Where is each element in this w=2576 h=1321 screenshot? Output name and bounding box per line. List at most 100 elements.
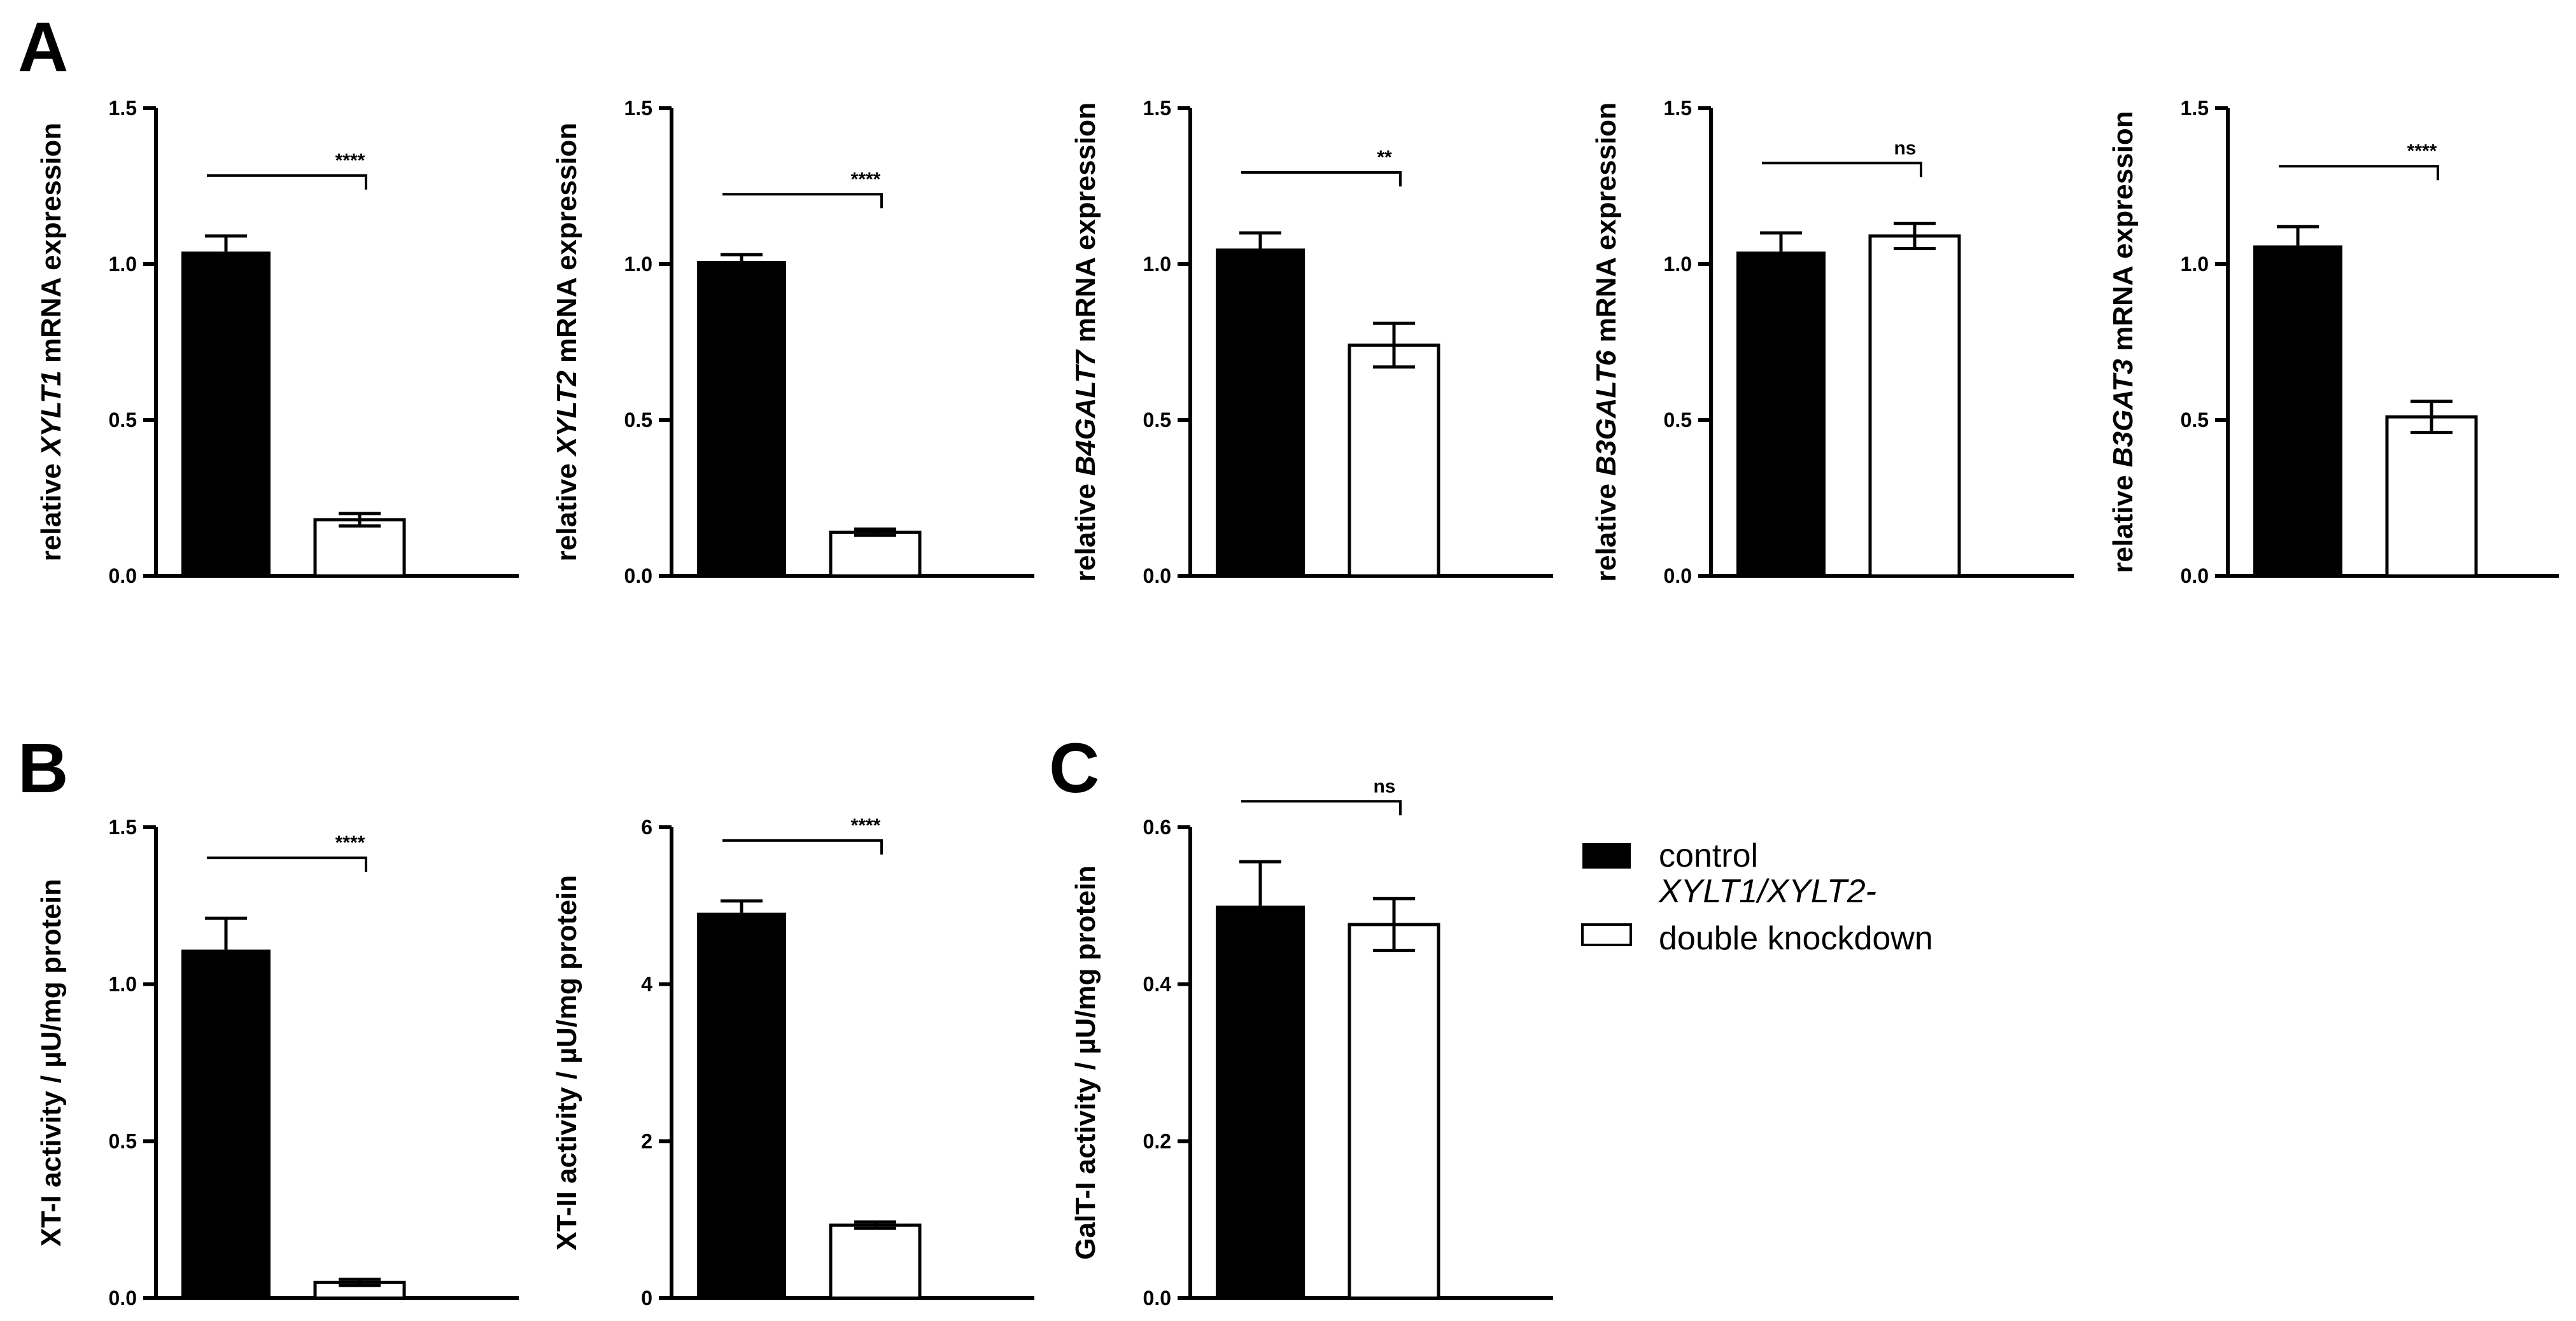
significance-bracket xyxy=(2279,165,2439,181)
error-bar-control xyxy=(205,234,247,252)
legend-swatch-knockdown xyxy=(1581,923,1632,946)
bar-knockdown xyxy=(1348,923,1440,1300)
y-tick-label: 2 xyxy=(641,1129,652,1152)
y-tick-label: 0.0 xyxy=(1664,564,1692,587)
y-tick-label: 1.5 xyxy=(109,97,137,120)
y-tick-label: 4 xyxy=(641,973,652,996)
chart-8: C 0.0 0.2 0.4 0.6 GalT-I activity / µU/mg pro… xyxy=(1049,729,1553,1310)
error-bar-knockdown xyxy=(339,512,381,528)
error-bar-knockdown xyxy=(339,1277,381,1287)
error-bar-knockdown xyxy=(1373,897,1415,953)
y-axis-label: relative B3GALT6 mRNA expression xyxy=(1591,102,1622,582)
bar-knockdown xyxy=(829,1223,922,1300)
bar-control xyxy=(1736,251,1826,576)
y-tick-label: 0.0 xyxy=(1143,1287,1171,1310)
significance-bracket xyxy=(207,856,367,872)
y-tick-label: 0.0 xyxy=(2181,564,2209,587)
bar-control xyxy=(697,912,786,1298)
bar-control xyxy=(181,251,271,576)
error-bar-knockdown xyxy=(2411,400,2453,435)
error-bar-control xyxy=(721,253,763,262)
error-bar-knockdown xyxy=(854,528,896,537)
legend: control XYLT1/XYLT2- double knockdown xyxy=(1581,837,1933,957)
y-axis-label: XT-II activity / µU/mg protein xyxy=(551,875,582,1250)
significance-bracket xyxy=(722,839,883,855)
significance-label: **** xyxy=(851,169,881,190)
y-tick-label: 0.0 xyxy=(109,1287,137,1310)
y-tick-label: 0.5 xyxy=(2181,409,2209,431)
legend-swatch-control xyxy=(1582,843,1631,869)
panel-letter: C xyxy=(1049,729,1099,807)
error-bar-control xyxy=(1239,860,1281,906)
significance-bracket xyxy=(722,193,883,209)
panel-letter: B xyxy=(18,729,68,807)
y-tick-label: 1.0 xyxy=(2181,253,2209,276)
error-bar-control xyxy=(205,916,247,950)
y-axis-label: GalT-I activity / µU/mg protein xyxy=(1070,865,1101,1259)
chart-3: 0.0 0.5 1.0 1.5 relative B4GALT7 mRNA expres… xyxy=(1070,97,1553,587)
significance-label: ns xyxy=(1373,776,1395,797)
significance-label: **** xyxy=(2407,141,2437,162)
error-bar-knockdown xyxy=(854,1220,896,1230)
significance-bracket xyxy=(1241,171,1402,186)
y-tick-label: 1.5 xyxy=(1664,97,1692,120)
chart-4: 0.0 0.5 1.0 1.5 relative B3GALT6 mRNA expres… xyxy=(1591,97,2074,587)
error-bar-knockdown xyxy=(1894,221,1936,250)
y-tick-label: 0.5 xyxy=(109,1129,137,1152)
y-axis-label: relative B4GALT7 mRNA expression xyxy=(1070,102,1101,582)
y-tick-label: 0.5 xyxy=(624,409,652,431)
charts-layer: A 0.0 0.5 1.0 1.5 relative XYLT1 mRNA express… xyxy=(18,8,2559,1310)
y-tick-label: 1.5 xyxy=(1143,97,1171,120)
y-tick-label: 1.0 xyxy=(109,973,137,996)
significance-bracket xyxy=(207,174,367,190)
bar-control xyxy=(2253,245,2342,577)
bar-control xyxy=(1216,905,1305,1298)
bar-knockdown xyxy=(313,518,406,578)
y-tick-label: 0.0 xyxy=(624,564,652,587)
y-axis-label: XT-I activity / µU/mg protein xyxy=(36,879,67,1247)
chart-5: 0.0 0.5 1.0 1.5 relative B3GAT3 mRNA express… xyxy=(2108,97,2559,587)
legend-label-knockdown: XYLT1/XYLT2- double knockdown xyxy=(1658,873,1933,957)
chart-2: 0.0 0.5 1.0 1.5 relative XYLT2 mRNA expressi… xyxy=(551,97,1034,587)
y-tick-label: 1.0 xyxy=(109,253,137,276)
y-tick-label: 0.0 xyxy=(109,564,137,587)
y-axis-label: relative XYLT2 mRNA expression xyxy=(551,123,582,562)
y-tick-label: 0.0 xyxy=(1143,564,1171,587)
y-tick-label: 1.0 xyxy=(1664,253,1692,276)
bar-knockdown xyxy=(1348,343,1440,578)
y-tick-label: 1.5 xyxy=(109,816,137,839)
significance-label: ** xyxy=(1377,147,1392,168)
y-tick-label: 1.0 xyxy=(1143,253,1171,276)
y-axis-label: relative B3GAT3 mRNA expression xyxy=(2108,111,2139,573)
error-bar-control xyxy=(1760,231,1802,252)
bar-control xyxy=(697,261,786,576)
error-bar-control xyxy=(1239,231,1281,249)
bar-knockdown xyxy=(829,530,922,578)
y-tick-label: 6 xyxy=(641,816,652,839)
chart-7: 0 2 4 6 XT-II activity / µU/mg protein **** xyxy=(551,815,1034,1310)
y-tick-label: 0.5 xyxy=(109,409,137,431)
significance-label: ns xyxy=(1894,137,1916,158)
chart-1: A 0.0 0.5 1.0 1.5 relative XYLT1 mRNA express… xyxy=(18,8,519,587)
error-bar-control xyxy=(721,899,763,913)
y-tick-label: 0.6 xyxy=(1143,816,1171,839)
panel-letter: A xyxy=(18,8,68,87)
y-tick-label: 1.5 xyxy=(2181,97,2209,120)
error-bar-knockdown xyxy=(1373,321,1415,369)
significance-label: **** xyxy=(335,150,365,171)
significance-bracket xyxy=(1762,162,1922,178)
bar-control xyxy=(1216,248,1305,576)
bar-knockdown xyxy=(1868,234,1961,578)
significance-label: **** xyxy=(851,815,881,836)
significance-label: **** xyxy=(335,832,365,853)
legend-label-control: control xyxy=(1659,837,1758,874)
chart-6: B 0.0 0.5 1.0 1.5 XT-I activity / µU/mg prote… xyxy=(18,729,519,1310)
bar-knockdown xyxy=(2385,415,2478,578)
y-tick-label: 0 xyxy=(641,1287,652,1310)
y-tick-label: 0.5 xyxy=(1664,409,1692,431)
y-tick-label: 1.5 xyxy=(624,97,652,120)
y-tick-label: 1.0 xyxy=(624,253,652,276)
bar-control xyxy=(181,949,271,1298)
y-tick-label: 0.2 xyxy=(1143,1129,1171,1152)
